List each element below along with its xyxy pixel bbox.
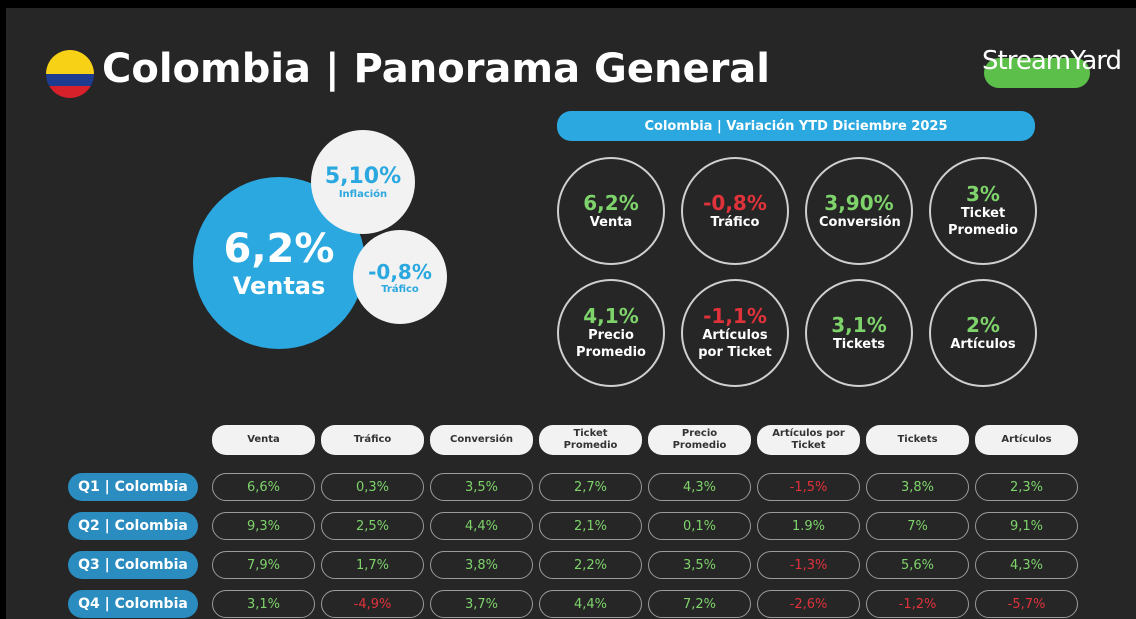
metric-circle: 3,90% Conversión bbox=[805, 157, 913, 265]
metric-label: Ticket Promedio bbox=[948, 206, 1018, 238]
table-cell: 2,2% bbox=[539, 551, 642, 579]
column-header: Conversión bbox=[430, 425, 533, 455]
metric-value: 3,90% bbox=[824, 190, 894, 215]
table-cell: 0,1% bbox=[648, 512, 751, 540]
table-cell: 4,4% bbox=[430, 512, 533, 540]
table-cell: 5,6% bbox=[866, 551, 969, 579]
traffic-value: -0,8% bbox=[368, 259, 432, 284]
column-header: Venta bbox=[212, 425, 315, 455]
metric-circle: 2% Artículos bbox=[929, 279, 1037, 387]
table-cell: -1,5% bbox=[757, 473, 860, 501]
column-header: Ticket Promedio bbox=[539, 425, 642, 455]
metric-label: Artículos bbox=[950, 336, 1016, 352]
metric-value: -1,1% bbox=[703, 304, 767, 329]
table-cell: 4,4% bbox=[539, 590, 642, 618]
inflation-label: Inflación bbox=[338, 189, 388, 200]
ytd-title: Colombia | Variación YTD Diciembre 2025 bbox=[557, 111, 1035, 141]
table-cell: 1,7% bbox=[321, 551, 424, 579]
table-cell: 3,1% bbox=[212, 590, 315, 618]
metric-label: Tickets bbox=[832, 336, 886, 352]
inflation-value: 5,10% bbox=[324, 164, 402, 189]
table-cell: 2,1% bbox=[539, 512, 642, 540]
table-cell: 7,2% bbox=[648, 590, 751, 618]
metric-value: 3% bbox=[966, 182, 1000, 207]
column-header: Precio Promedio bbox=[648, 425, 751, 455]
table-cell: 4,3% bbox=[648, 473, 751, 501]
table-cell: 4,3% bbox=[975, 551, 1078, 579]
metric-circle: 3% Ticket Promedio bbox=[929, 157, 1037, 265]
table-cell: -5,7% bbox=[975, 590, 1078, 618]
table-cell: 9,1% bbox=[975, 512, 1078, 540]
table-cell: 2,5% bbox=[321, 512, 424, 540]
row-label: Q4 | Colombia bbox=[68, 590, 198, 618]
metric-value: -0,8% bbox=[703, 190, 767, 215]
table-cell: 3,8% bbox=[866, 473, 969, 501]
table-cell: 2,3% bbox=[975, 473, 1078, 501]
metric-circle: 3,1% Tickets bbox=[805, 279, 913, 387]
table-cell: 3,5% bbox=[648, 551, 751, 579]
logo-badge bbox=[984, 58, 1090, 88]
metric-label: Precio Promedio bbox=[576, 328, 646, 360]
logo: StreamYard bbox=[982, 46, 1122, 76]
metric-value: 4,1% bbox=[583, 304, 639, 329]
table-cell: 7% bbox=[866, 512, 969, 540]
table-cell: 9,3% bbox=[212, 512, 315, 540]
column-header: Artículos bbox=[975, 425, 1078, 455]
metric-value: 6,2% bbox=[583, 190, 639, 215]
table-cell: 6,6% bbox=[212, 473, 315, 501]
traffic-label: Tráfico bbox=[381, 283, 419, 295]
table-cell: 3,8% bbox=[430, 551, 533, 579]
metric-label: Venta bbox=[589, 214, 633, 230]
sales-label: Ventas bbox=[232, 272, 326, 300]
flag bbox=[46, 50, 94, 98]
table-cell: 3,5% bbox=[430, 473, 533, 501]
metric-label: Artículos por Ticket bbox=[698, 328, 772, 360]
table-cell: 1.9% bbox=[757, 512, 860, 540]
metric-circle: -0,8% Tráfico bbox=[681, 157, 789, 265]
column-header: Tráfico bbox=[321, 425, 424, 455]
metric-circle: -1,1% Artículos por Ticket bbox=[681, 279, 789, 387]
metric-label: Tráfico bbox=[710, 214, 760, 230]
column-header: Artículos por Ticket bbox=[757, 425, 860, 455]
traffic-bubble: -0,8% Tráfico bbox=[353, 230, 447, 324]
row-label: Q2 | Colombia bbox=[68, 512, 198, 540]
inflation-bubble: 5,10% Inflación bbox=[311, 130, 415, 234]
table-cell: 3,7% bbox=[430, 590, 533, 618]
table-cell: -2,6% bbox=[757, 590, 860, 618]
table-cell: -1,3% bbox=[757, 551, 860, 579]
metric-circle: 6,2% Venta bbox=[557, 157, 665, 265]
screen: Colombia | Panorama General StreamYard 6… bbox=[6, 8, 1136, 619]
column-header: Tickets bbox=[866, 425, 969, 455]
table-cell: -1,2% bbox=[866, 590, 969, 618]
table-cell: -4,9% bbox=[321, 590, 424, 618]
sales-value: 6,2% bbox=[223, 226, 335, 272]
row-label: Q3 | Colombia bbox=[68, 551, 198, 579]
table-cell: 2,7% bbox=[539, 473, 642, 501]
table-cell: 0,3% bbox=[321, 473, 424, 501]
row-label: Q1 | Colombia bbox=[68, 473, 198, 501]
metric-value: 2% bbox=[966, 312, 1000, 337]
metric-value: 3,1% bbox=[831, 312, 887, 337]
table-cell: 7,9% bbox=[212, 551, 315, 579]
page-title: Colombia | Panorama General bbox=[102, 46, 771, 92]
metric-circle: 4,1% Precio Promedio bbox=[557, 279, 665, 387]
metric-label: Conversión bbox=[819, 214, 901, 230]
